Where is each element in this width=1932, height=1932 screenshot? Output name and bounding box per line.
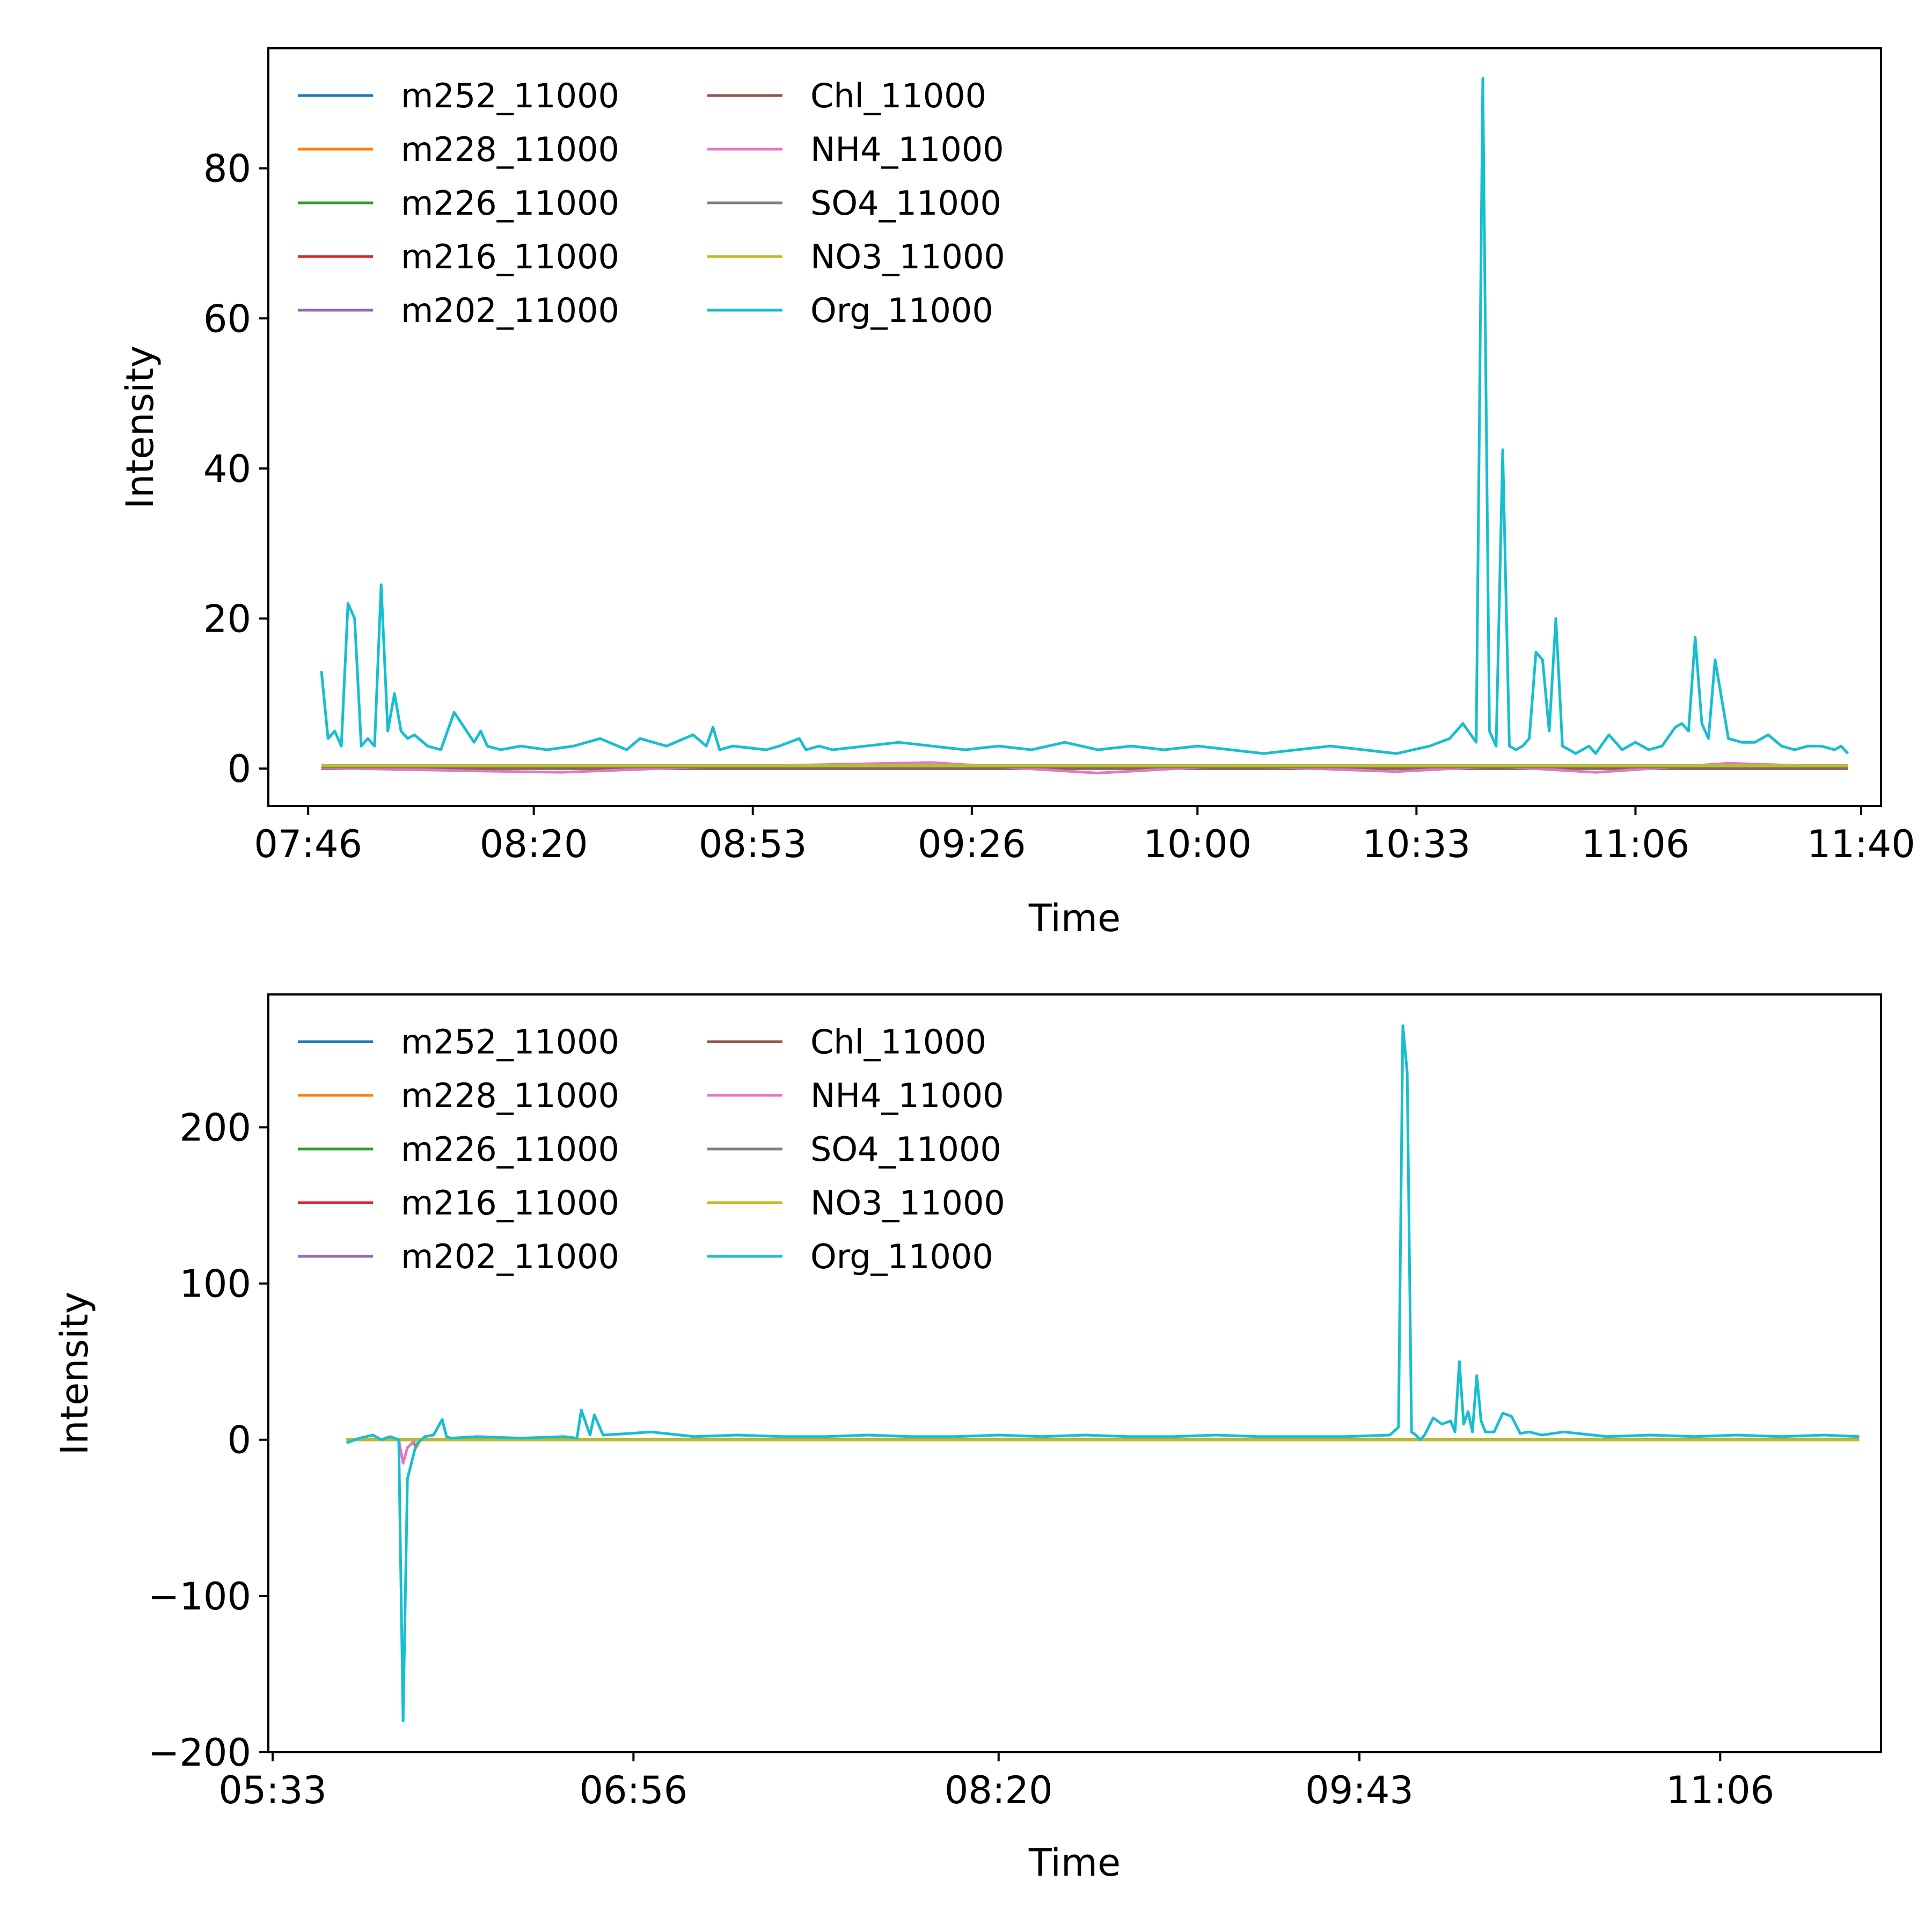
- x-axis-label-bottom: Time: [1028, 1841, 1121, 1885]
- x-tick-label: 06:56: [580, 1768, 688, 1812]
- legend-label: Chl_11000: [810, 1022, 986, 1062]
- y-tick-label: 100: [179, 1262, 251, 1306]
- y-tick-label: 60: [203, 297, 251, 341]
- legend-label: NO3_11000: [810, 1183, 1005, 1223]
- series-line-nh4-11000: [321, 761, 1848, 774]
- legend-label: m202_11000: [401, 291, 619, 330]
- x-axis-top: 07:46 08:20 08:53 09:26 10:00 10:33 11:06 11:40: [254, 806, 1915, 866]
- legend-top: m252_11000 m228_11000 m226_11000 m216_11000…: [298, 76, 1005, 330]
- series-layer-top: [320, 77, 1849, 774]
- legend-label: Org_11000: [810, 1237, 993, 1276]
- y-tick-label: −100: [148, 1575, 251, 1619]
- legend-label: m226_11000: [401, 184, 619, 223]
- y-axis-bottom: −200 −100 0 100 200: [148, 1106, 268, 1775]
- x-tick-label: 05:33: [218, 1768, 327, 1812]
- legend-label: m216_11000: [401, 237, 619, 276]
- x-axis-bottom: 05:33 06:56 08:20 09:43 11:06: [218, 1752, 1774, 1812]
- legend-label: m252_11000: [401, 76, 619, 115]
- x-tick-label: 08:20: [945, 1768, 1053, 1812]
- legend-label: NO3_11000: [810, 237, 1005, 276]
- y-axis-label-bottom: Intensity: [53, 1292, 97, 1455]
- legend-label: SO4_11000: [810, 1130, 1001, 1169]
- x-tick-label: 10:00: [1143, 822, 1252, 866]
- series-line-org-11000: [320, 77, 1849, 755]
- x-tick-label: 08:20: [480, 822, 588, 866]
- y-tick-label: 0: [227, 1418, 251, 1462]
- chart-panel-bottom: 05:33 06:56 08:20 09:43 11:06 −200 −100 0 100 20…: [53, 993, 1882, 1885]
- y-tick-label: 20: [203, 597, 251, 641]
- y-tick-label: 0: [227, 747, 251, 791]
- legend-label: SO4_11000: [810, 184, 1001, 223]
- y-tick-label: −200: [148, 1731, 251, 1775]
- plot-frame-bottom: [267, 993, 1882, 1753]
- legend-label: Chl_11000: [810, 76, 986, 115]
- legend-label: NH4_11000: [810, 1076, 1004, 1115]
- legend-label: m226_11000: [401, 1130, 619, 1169]
- x-tick-label: 11:06: [1666, 1768, 1774, 1812]
- y-axis-top: 0 20 40 60 80: [203, 147, 268, 791]
- legend-label: Org_11000: [810, 291, 993, 330]
- legend-label: m216_11000: [401, 1183, 619, 1223]
- legend-label: m252_11000: [401, 1022, 619, 1062]
- y-tick-label: 40: [203, 447, 251, 491]
- y-tick-label: 80: [203, 147, 251, 191]
- x-tick-label: 09:26: [918, 822, 1026, 866]
- x-tick-label: 09:43: [1305, 1768, 1414, 1812]
- legend-bottom: m252_11000 m228_11000 m226_11000 m216_11000…: [298, 1022, 1005, 1276]
- y-axis-label-top: Intensity: [118, 346, 162, 509]
- x-tick-label: 10:33: [1362, 822, 1470, 866]
- x-tick-label: 08:53: [699, 822, 807, 866]
- legend-label: m228_11000: [401, 1076, 619, 1115]
- x-tick-label: 11:06: [1582, 822, 1690, 866]
- legend-label: m202_11000: [401, 1237, 619, 1276]
- x-tick-label: 11:40: [1807, 822, 1915, 866]
- series-layer-bottom: [346, 1024, 1860, 1723]
- plot-frame-top: [267, 47, 1882, 807]
- chart-panel-top: 07:46 08:20 08:53 09:26 10:00 10:33 11:06 11:40…: [118, 47, 1915, 940]
- series-line-org-11000: [346, 1024, 1860, 1723]
- legend-label: m228_11000: [401, 130, 619, 169]
- x-axis-label-top: Time: [1028, 896, 1121, 940]
- legend-label: NH4_11000: [810, 130, 1004, 169]
- y-tick-label: 200: [179, 1106, 251, 1150]
- x-tick-label: 07:46: [254, 822, 362, 866]
